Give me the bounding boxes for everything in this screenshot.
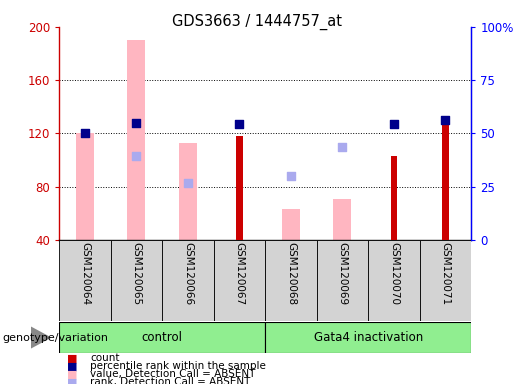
Text: ■: ■ xyxy=(67,353,77,363)
Text: GSM120071: GSM120071 xyxy=(440,242,451,306)
Text: GSM120066: GSM120066 xyxy=(183,242,193,306)
Text: count: count xyxy=(90,353,119,363)
Bar xyxy=(265,240,317,321)
Text: genotype/variation: genotype/variation xyxy=(3,333,109,343)
Text: GSM120070: GSM120070 xyxy=(389,242,399,305)
Point xyxy=(287,173,295,179)
Bar xyxy=(236,136,243,240)
Bar xyxy=(265,322,471,353)
Bar xyxy=(127,40,146,240)
Point xyxy=(132,120,141,126)
Bar xyxy=(420,240,471,321)
Text: GSM120068: GSM120068 xyxy=(286,242,296,306)
Bar xyxy=(111,240,162,321)
Text: GSM120064: GSM120064 xyxy=(80,242,90,306)
Bar xyxy=(391,156,398,240)
Text: percentile rank within the sample: percentile rank within the sample xyxy=(90,361,266,371)
Bar xyxy=(59,322,265,353)
Text: rank, Detection Call = ABSENT: rank, Detection Call = ABSENT xyxy=(90,377,250,384)
Polygon shape xyxy=(31,326,52,349)
Bar xyxy=(179,143,197,240)
Text: GDS3663 / 1444757_at: GDS3663 / 1444757_at xyxy=(173,13,342,30)
Point xyxy=(132,153,141,159)
Text: ■: ■ xyxy=(67,369,77,379)
Bar xyxy=(76,134,94,240)
Bar xyxy=(334,199,351,240)
Text: GSM120065: GSM120065 xyxy=(131,242,142,306)
Bar xyxy=(59,240,111,321)
Bar xyxy=(214,240,265,321)
Point xyxy=(441,117,450,123)
Text: Gata4 inactivation: Gata4 inactivation xyxy=(314,331,423,344)
Bar xyxy=(317,240,368,321)
Point xyxy=(235,121,244,127)
Point xyxy=(184,180,192,186)
Text: value, Detection Call = ABSENT: value, Detection Call = ABSENT xyxy=(90,369,255,379)
Text: control: control xyxy=(142,331,183,344)
Bar xyxy=(442,120,449,240)
Point xyxy=(81,131,89,137)
Bar xyxy=(162,240,214,321)
Text: GSM120069: GSM120069 xyxy=(337,242,348,306)
Bar xyxy=(368,240,420,321)
Point xyxy=(390,121,398,127)
Text: ■: ■ xyxy=(67,361,77,371)
Point xyxy=(338,144,347,150)
Bar xyxy=(282,209,300,240)
Text: GSM120067: GSM120067 xyxy=(234,242,245,306)
Text: ■: ■ xyxy=(67,377,77,384)
